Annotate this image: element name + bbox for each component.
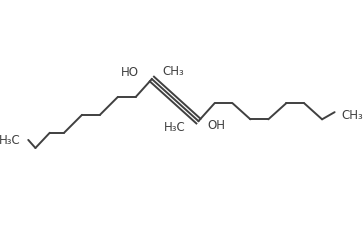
Text: HO: HO bbox=[121, 67, 139, 79]
Text: OH: OH bbox=[207, 119, 225, 132]
Text: H₃C: H₃C bbox=[164, 121, 186, 134]
Text: H₃C: H₃C bbox=[0, 134, 21, 147]
Text: CH₃: CH₃ bbox=[342, 109, 363, 122]
Text: CH₃: CH₃ bbox=[163, 65, 184, 78]
